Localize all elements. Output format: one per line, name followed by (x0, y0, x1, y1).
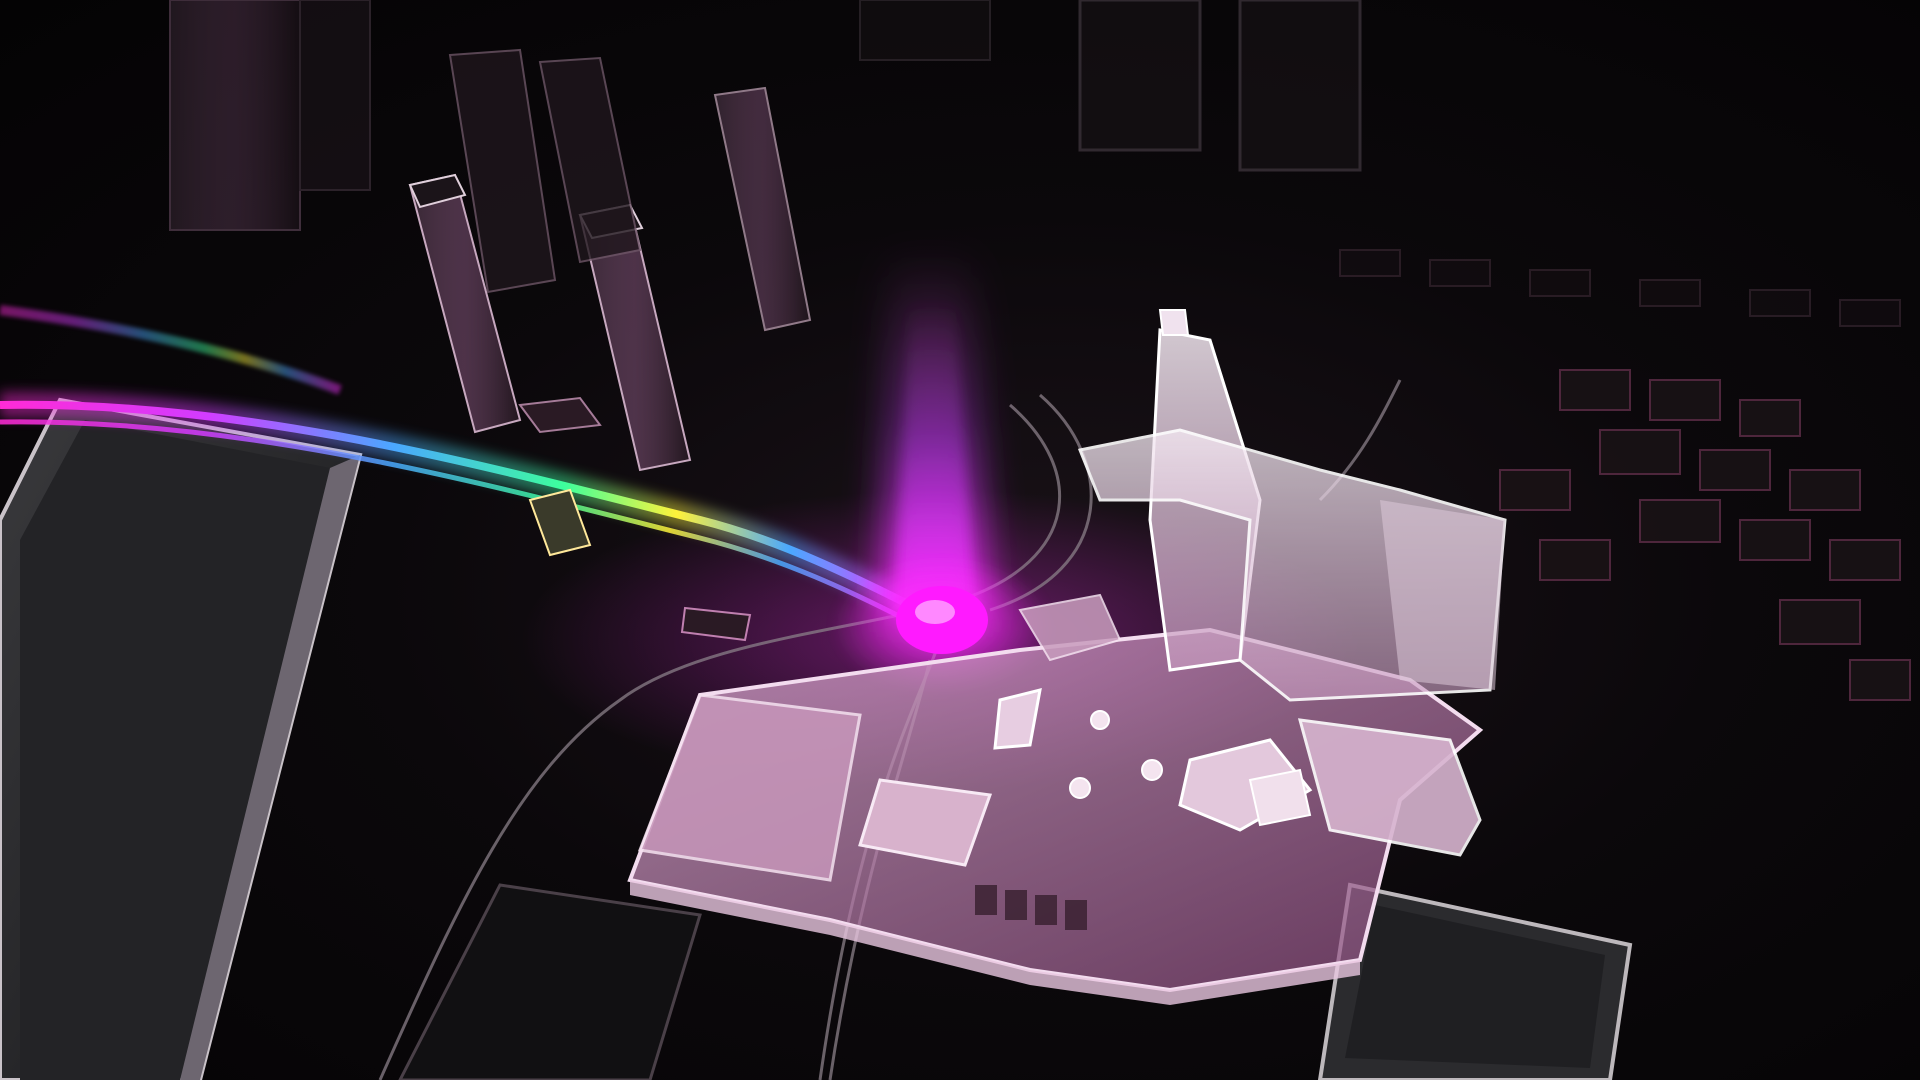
rainbow-route-path (0, 305, 946, 635)
dark-rooftop-blocks (398, 249, 1911, 1080)
small-glass-blocks (518, 396, 752, 642)
glass-tower-buildings (408, 48, 812, 472)
background-towers (169, 0, 1362, 231)
route-marker-block (528, 488, 592, 557)
dark-glass-platform (0, 397, 363, 1080)
glass-landmark-building (627, 309, 1507, 1005)
magenta-light-beam (880, 250, 990, 620)
